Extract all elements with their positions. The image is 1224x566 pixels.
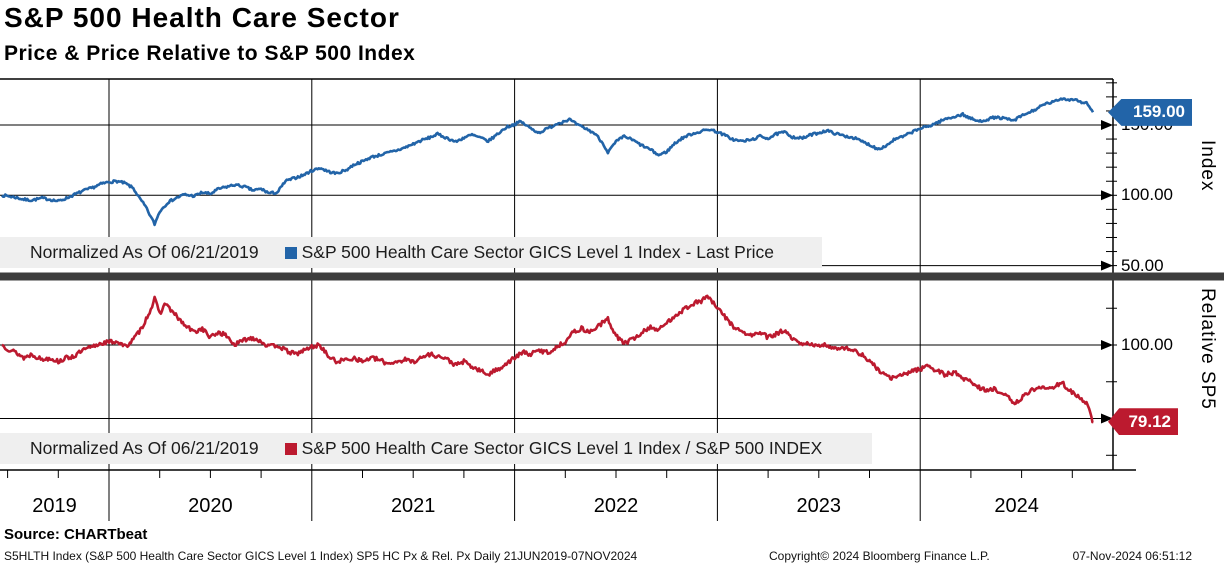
timestamp-label: 07-Nov-2024 06:51:12 — [1072, 549, 1192, 563]
source-label: Source: CHARTbeat — [4, 526, 148, 543]
y-tick-label: 100.00 — [1121, 335, 1173, 354]
x-tick-label: 2024 — [994, 495, 1039, 517]
price-series-label: S&P 500 Health Care Sector GICS Level 1 … — [301, 242, 775, 262]
normalized-note: Normalized As Of 06/21/2019 — [30, 438, 259, 458]
price-last-value-flag[interactable]: 159.00 — [1108, 98, 1192, 126]
price-legend[interactable]: Normalized As Of 06/21/2019 S&P 500 Heal… — [0, 237, 822, 268]
x-tick-label: 2019 — [32, 495, 77, 517]
price-series-swatch — [284, 246, 297, 259]
chart-description: S5HLTH Index (S&P 500 Health Care Sector… — [4, 549, 638, 563]
y-tick-label: 50.00 — [1121, 255, 1164, 275]
axis-title-relative-sp5: Relative SP5 — [1197, 288, 1218, 410]
copyright-label: Copyright© 2024 Bloomberg Finance L.P. — [769, 549, 990, 563]
x-tick-label: 2023 — [796, 495, 842, 517]
page-subtitle: Price & Price Relative to S&P 500 Index — [4, 42, 416, 65]
normalized-note: Normalized As Of 06/21/2019 — [30, 242, 259, 262]
relative-legend[interactable]: Normalized As Of 06/21/2019 S&P 500 Heal… — [0, 433, 872, 464]
relative-last-value-flag[interactable]: 79.12 — [1108, 408, 1178, 436]
x-tick-label: 2020 — [188, 495, 233, 517]
page-title: S&P 500 Health Care Sector — [4, 2, 400, 33]
axis-title-index: Index — [1197, 140, 1218, 192]
relative-series-label: S&P 500 Health Care Sector GICS Level 1 … — [301, 438, 823, 458]
x-tick-label: 2021 — [390, 495, 436, 517]
relative-series-swatch — [284, 442, 297, 455]
x-tick-label: 2022 — [593, 495, 639, 517]
y-tick-label: 100.00 — [1121, 185, 1173, 205]
